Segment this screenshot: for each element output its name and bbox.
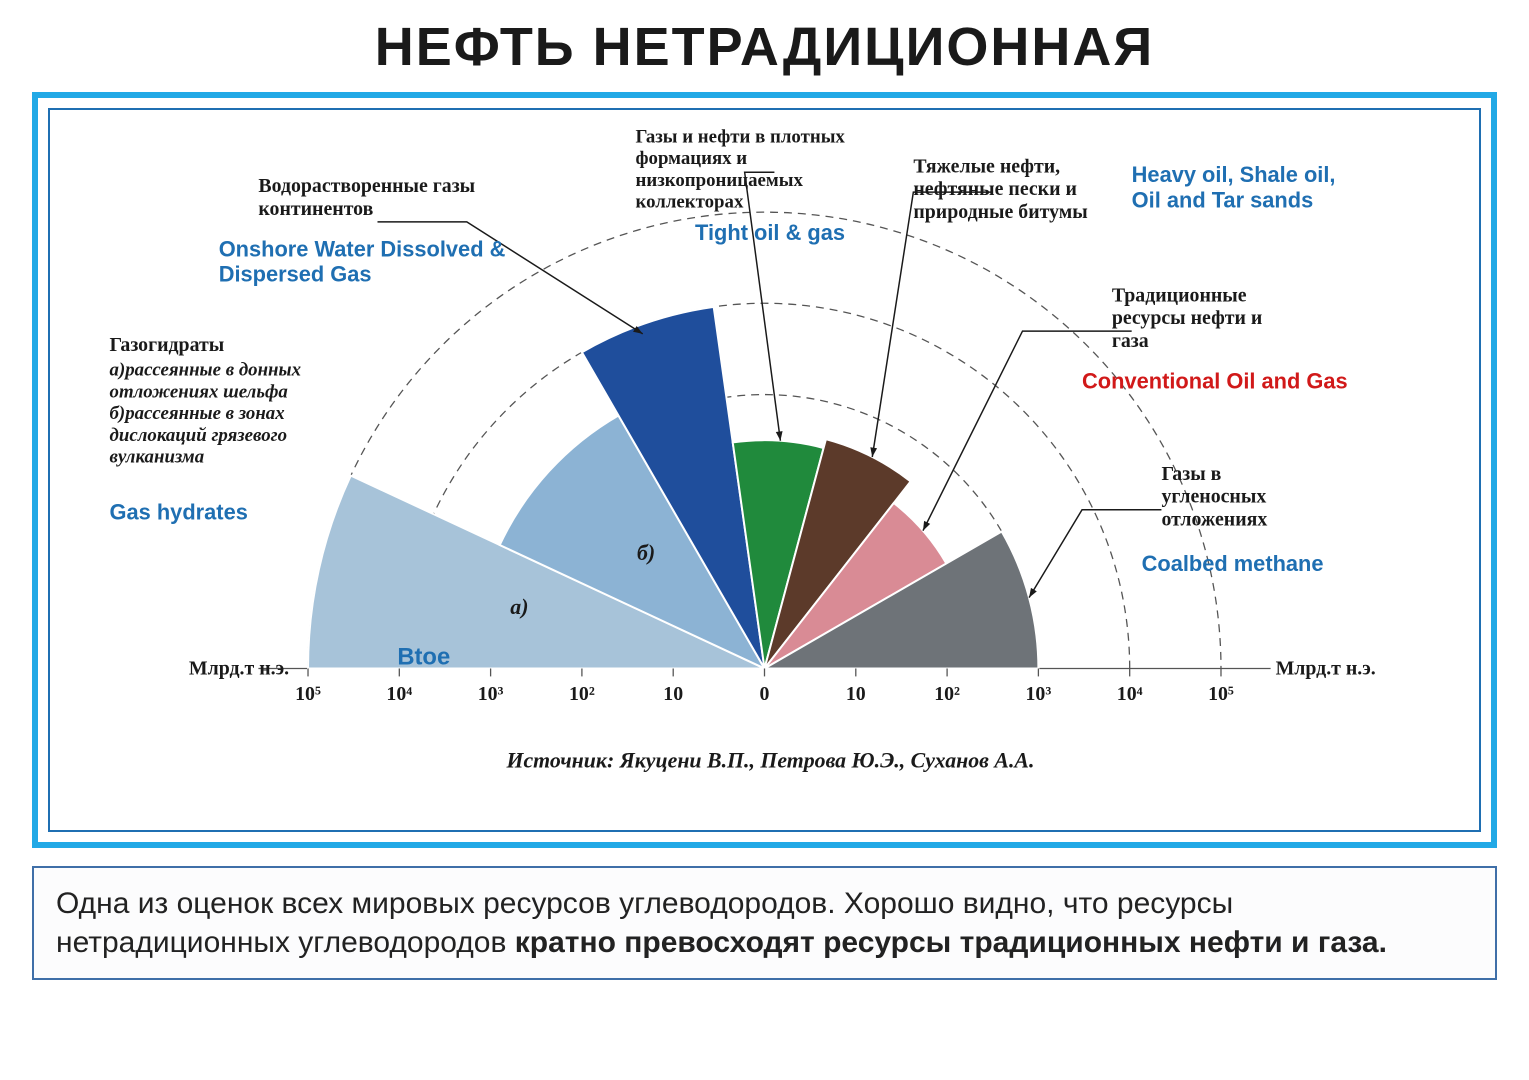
- page-title: НЕФТЬ НЕТРАДИЦИОННАЯ: [32, 16, 1497, 78]
- svg-text:низкопроницаемых: низкопроницаемых: [635, 170, 803, 191]
- svg-text:отложениях шельфа: отложениях шельфа: [110, 381, 288, 402]
- svg-text:0: 0: [760, 683, 770, 705]
- chart-outer-frame: а) б) 10⁵ 10⁴ 10³ 10² 10 0 10 10² 10³ 10⁴ 10⁵ Млрд.т …: [32, 92, 1497, 848]
- svg-text:10: 10: [846, 683, 866, 705]
- svg-text:10²: 10²: [569, 683, 595, 705]
- svg-text:Gas hydrates: Gas hydrates: [110, 500, 248, 525]
- svg-text:Oil and Tar sands: Oil and Tar sands: [1132, 187, 1314, 212]
- svg-text:формациях и: формациях и: [635, 148, 747, 169]
- source-text: Источник: Якуцени В.П., Петрова Ю.Э., Су…: [505, 749, 1034, 773]
- svg-text:Газы в: Газы в: [1161, 463, 1221, 485]
- chart-inner-frame: а) б) 10⁵ 10⁴ 10³ 10² 10 0 10 10² 10³ 10⁴ 10⁵ Млрд.т …: [48, 108, 1481, 832]
- svg-text:10⁵: 10⁵: [295, 683, 321, 705]
- svg-text:10²: 10²: [934, 683, 960, 705]
- svg-text:10⁴: 10⁴: [1117, 683, 1143, 705]
- svg-text:а): а): [510, 595, 528, 619]
- svg-text:вулканизма: вулканизма: [110, 446, 205, 467]
- svg-text:дислокаций грязевого: дислокаций грязевого: [110, 425, 287, 446]
- svg-text:Coalbed methane: Coalbed methane: [1142, 551, 1324, 576]
- svg-text:10³: 10³: [478, 683, 504, 705]
- svg-text:газа: газа: [1112, 330, 1149, 352]
- svg-text:Tight oil & gas: Tight oil & gas: [695, 220, 845, 245]
- svg-text:б): б): [637, 541, 655, 565]
- svg-text:природные битумы: природные битумы: [913, 201, 1087, 223]
- svg-text:10: 10: [663, 683, 683, 705]
- svg-text:а)рассеянные в донных: а)рассеянные в донных: [110, 360, 301, 381]
- svg-text:Водорастворенные газы: Водорастворенные газы: [258, 175, 475, 197]
- unit-label: Btoe: [397, 644, 450, 671]
- svg-text:10³: 10³: [1026, 683, 1052, 705]
- svg-text:Conventional Oil and Gas: Conventional Oil and Gas: [1082, 369, 1348, 394]
- svg-text:Dispersed Gas: Dispersed Gas: [219, 262, 372, 287]
- svg-text:угленосных: угленосных: [1161, 486, 1266, 508]
- svg-text:10⁴: 10⁴: [386, 683, 412, 705]
- svg-text:отложениях: отложениях: [1161, 509, 1267, 531]
- axis-label-right: Млрд.т н.э.: [1276, 657, 1376, 679]
- svg-text:Газы и нефти в плотных: Газы и нефти в плотных: [635, 127, 845, 148]
- rose-chart: а) б) 10⁵ 10⁴ 10³ 10² 10 0 10 10² 10³ 10⁴ 10⁵ Млрд.т …: [50, 110, 1479, 830]
- svg-text:Газогидраты: Газогидраты: [110, 334, 225, 356]
- caption-bold: кратно превосходят ресурсы традиционных …: [515, 926, 1387, 959]
- svg-text:континентов: континентов: [258, 198, 373, 220]
- svg-text:Тяжелые нефти,: Тяжелые нефти,: [913, 155, 1060, 177]
- svg-text:ресурсы нефти и: ресурсы нефти и: [1112, 307, 1263, 329]
- svg-text:Heavy oil, Shale oil,: Heavy oil, Shale oil,: [1132, 162, 1336, 187]
- caption-box: Одна из оценок всех мировых ресурсов угл…: [32, 866, 1497, 980]
- svg-text:коллекторах: коллекторах: [635, 192, 743, 213]
- svg-text:10⁵: 10⁵: [1208, 683, 1234, 705]
- svg-text:б)рассеянные в зонах: б)рассеянные в зонах: [110, 403, 285, 424]
- svg-text:Onshore Water Dissolved &: Onshore Water Dissolved &: [219, 237, 506, 262]
- svg-text:нефтяные пески и: нефтяные пески и: [913, 178, 1077, 200]
- axis-label-left: Млрд.т н.э.: [189, 657, 289, 679]
- svg-text:Традиционные: Традиционные: [1112, 284, 1247, 306]
